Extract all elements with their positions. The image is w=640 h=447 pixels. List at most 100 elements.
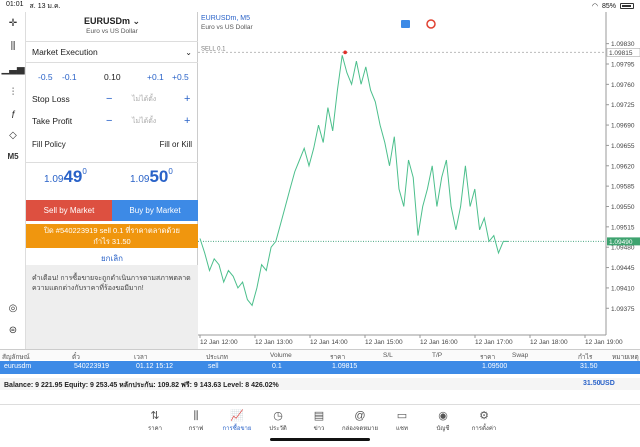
- nav-chart[interactable]: ⫼ กราฟ: [176, 409, 216, 433]
- nav-account[interactable]: ◉ บัญชี: [423, 409, 463, 433]
- column-header: T/P: [432, 352, 443, 359]
- chart-bars-icon: ⫼: [193, 410, 199, 422]
- take-profit-row: Take Profit − ไม่ได้ตั้ง +: [32, 115, 192, 127]
- execution-type-select[interactable]: Market Execution ⌄: [26, 41, 198, 63]
- column-header: ราคา: [330, 354, 346, 361]
- stop-loss-minus-button[interactable]: −: [106, 93, 113, 105]
- bid-price-prefix: 1.09: [44, 174, 64, 185]
- take-profit-label: Take Profit: [32, 116, 73, 126]
- nav-trade-label: การซื้อขาย: [222, 426, 252, 432]
- x-tick-label: 12 Jan 15:00: [365, 339, 403, 346]
- chart-canvas[interactable]: 1.09830 1.09795 1.09760 1.09725 1.09690 1.096…: [198, 12, 640, 349]
- bar-chart-icon[interactable]: ▁▃▅: [1, 63, 25, 75]
- status-time: 01:01: [6, 0, 24, 8]
- volume-minus-05[interactable]: -0.5: [38, 72, 53, 82]
- total-profit: 31.50: [583, 380, 601, 387]
- y-tick-label: 1.09445: [611, 265, 635, 272]
- table-cell: 540223919: [74, 363, 110, 370]
- bid-price-fraction: 0: [82, 167, 87, 176]
- gear-icon: ⚙: [479, 410, 489, 422]
- nav-settings-label: การตั้งค่า: [471, 426, 497, 432]
- nav-trade[interactable]: 📈 การซื้อขาย: [217, 409, 257, 433]
- order-panel: EURUSDm ⌄ Euro vs US Dollar Market Execu…: [26, 12, 198, 349]
- objects-icon[interactable]: ◇: [9, 129, 17, 141]
- fill-policy-row[interactable]: Fill Policy Fill or Kill: [32, 140, 192, 149]
- close-position-profit: กำไร 31.50: [93, 237, 131, 246]
- column-header: ตั๋ว: [72, 354, 80, 361]
- table-row[interactable]: eurusdm 540223919 01.12 15:12 sell 0.1 1.0981…: [0, 361, 640, 374]
- nav-chat[interactable]: ▭ แชท: [382, 409, 422, 433]
- chat-bubble-icon: ▭: [396, 410, 408, 422]
- chart-title: EURUSDm, M5: [201, 15, 251, 22]
- table-cell: 01.12 15:12: [136, 363, 173, 370]
- balance-bar: Balance: 9 221.95 Equity: 9 253.45 หลักป…: [0, 378, 640, 390]
- x-tick-label: 12 Jan 17:00: [475, 339, 513, 346]
- sell-price-tag: [606, 48, 640, 57]
- stop-loss-plus-button[interactable]: +: [184, 93, 191, 105]
- execution-type-value: Market Execution: [32, 47, 98, 57]
- nav-mailbox-label: กล่องจดหมาย: [341, 426, 379, 432]
- positions-table-header: สัญลักษณ์ ตั๋ว เวลา ประเภท Volume ราคา S/L T/P ร…: [0, 349, 640, 361]
- volume-plus-01[interactable]: +0.1: [147, 72, 164, 82]
- nav-quotes[interactable]: ⇅ ราคา: [135, 409, 175, 433]
- close-position-button[interactable]: ปิด #540223919 sell 0.1 ที่ราคาตลาดด้วย …: [26, 224, 198, 248]
- stop-loss-row: Stop Loss − ไม่ได้ตั้ง +: [32, 93, 192, 105]
- ask-price-prefix: 1.09: [130, 174, 150, 185]
- x-tick-label: 12 Jan 18:00: [530, 339, 568, 346]
- current-price-tag: [607, 237, 640, 246]
- indicators-icon[interactable]: ⫶: [11, 86, 15, 98]
- cancel-button[interactable]: ยกเลิก: [100, 254, 123, 263]
- nav-history[interactable]: ◷ ประวัติ: [258, 409, 298, 433]
- column-header: สัญลักษณ์: [2, 354, 30, 361]
- price-series-line: [199, 55, 508, 307]
- ask-price-pips: 50: [149, 167, 169, 186]
- fill-policy-value: Fill or Kill: [159, 140, 192, 149]
- close-position-text: ปิด #540223919 sell 0.1 ที่ราคาตลาดด้วย: [44, 226, 180, 235]
- nav-news[interactable]: ▤ ข่าว: [299, 409, 339, 433]
- volume-minus-01[interactable]: -0.1: [62, 72, 77, 82]
- table-cell: eurusdm: [4, 363, 32, 370]
- timeframe-button[interactable]: M5: [7, 151, 19, 161]
- take-profit-minus-button[interactable]: −: [106, 115, 113, 127]
- home-indicator: [270, 438, 370, 441]
- stop-loss-label: Stop Loss: [32, 94, 70, 104]
- table-cell: 31.50: [580, 363, 598, 370]
- nav-settings[interactable]: ⚙ การตั้งค่า: [464, 409, 504, 433]
- y-tick-label: 1.09585: [611, 184, 635, 191]
- one-click-trading-icon[interactable]: ⊜: [8, 324, 18, 336]
- zoom-icon[interactable]: ◎: [8, 302, 18, 314]
- take-profit-plus-button[interactable]: +: [184, 115, 191, 127]
- y-tick-label: 1.09480: [611, 245, 635, 252]
- stop-loss-input[interactable]: ไม่ได้ตั้ง: [132, 95, 157, 103]
- nav-mailbox[interactable]: @ กล่องจดหมาย: [340, 409, 380, 433]
- bid-price: 1.09 49 0: [44, 167, 87, 187]
- volume-value[interactable]: 0.10: [104, 72, 121, 82]
- column-header: เวลา: [134, 354, 148, 361]
- y-tick-label: 1.09375: [611, 306, 635, 313]
- nav-news-label: ข่าว: [313, 426, 325, 432]
- symbol-selector[interactable]: EURUSDm ⌄: [26, 16, 198, 27]
- crosshair-icon[interactable]: ✛: [8, 17, 18, 29]
- x-tick-label: 12 Jan 12:00: [200, 339, 238, 346]
- chevron-down-icon: ⌄: [132, 16, 141, 26]
- take-profit-input[interactable]: ไม่ได้ตั้ง: [132, 117, 157, 125]
- column-header: หมายเหตุ: [612, 354, 639, 361]
- connection-status-icon: [426, 19, 436, 29]
- sell-by-market-button[interactable]: Sell by Market: [26, 200, 112, 221]
- symbol-name: EURUSDm: [83, 16, 130, 26]
- bid-price-pips: 49: [63, 167, 83, 186]
- price-chart[interactable]: 1.09830 1.09795 1.09760 1.09725 1.09690 1.096…: [198, 12, 640, 349]
- y-tick-label: 1.09515: [611, 224, 635, 231]
- battery-percent: 85%: [601, 2, 616, 10]
- quotes-arrows-icon: ⇅: [150, 410, 160, 422]
- chart-toolbar: ✛ ⫼ ▁▃▅ ⫶ f ◇ M5 ◎ ⊜: [0, 12, 26, 349]
- volume-plus-05[interactable]: +0.5: [172, 72, 189, 82]
- battery-icon: [620, 3, 634, 9]
- nav-chat-label: แชท: [396, 426, 408, 432]
- candlestick-icon[interactable]: ⫼: [10, 40, 16, 52]
- market-warning: คำเตือน! การซื้อขายจะถูกดำเนินการตามสภาพ…: [26, 265, 198, 349]
- function-icon[interactable]: f: [11, 109, 15, 121]
- buy-by-market-button[interactable]: Buy by Market: [112, 200, 198, 221]
- table-cell: 0.1: [272, 363, 282, 370]
- sell-price-label: 1.09815: [609, 50, 633, 57]
